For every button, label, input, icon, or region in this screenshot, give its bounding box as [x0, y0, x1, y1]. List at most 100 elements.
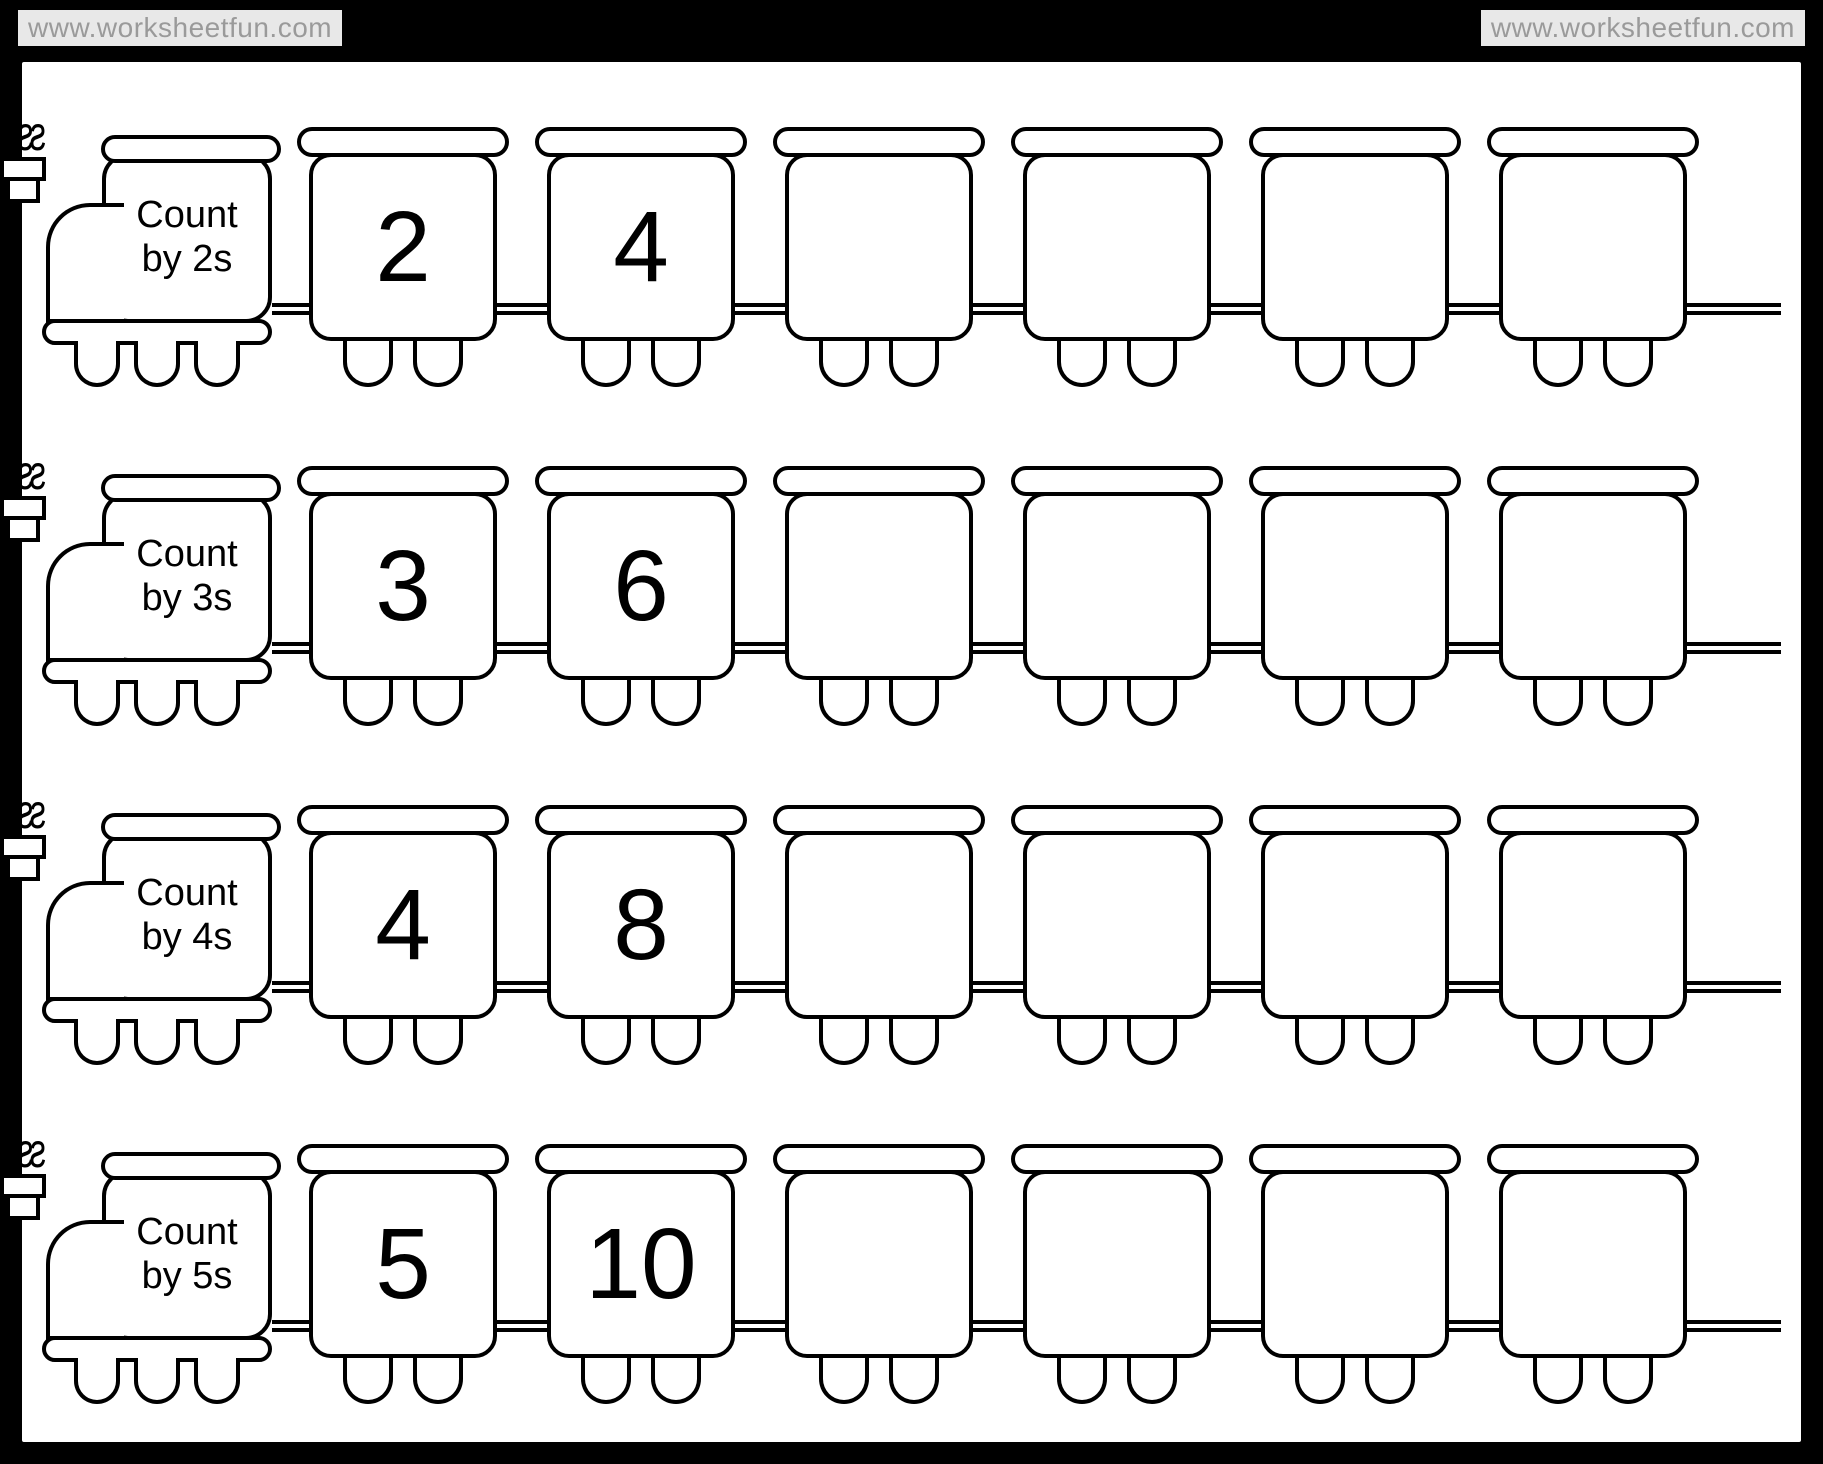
car-wheels	[1248, 1354, 1462, 1404]
train-car	[1486, 466, 1700, 726]
car-body[interactable]	[1261, 492, 1449, 680]
engine-cab: ƨƨƨCountby 2s	[102, 153, 272, 323]
wheel-icon	[889, 1015, 939, 1065]
wheel-icon	[194, 680, 240, 726]
train-row: ƨƨƨCountby 3s36	[42, 431, 1781, 726]
wheel-icon	[1295, 337, 1345, 387]
wheel-icon	[1533, 337, 1583, 387]
car-wheels	[1010, 676, 1224, 726]
train-car	[1010, 127, 1224, 387]
car-body[interactable]: 8	[547, 831, 735, 1019]
engine-label-line2: by 5s	[142, 1255, 233, 1299]
train-car: 4	[296, 805, 510, 1065]
train-car	[1010, 466, 1224, 726]
car-body[interactable]: 2	[309, 153, 497, 341]
car-lid	[773, 1144, 985, 1174]
train-car	[1010, 1144, 1224, 1404]
engine-label-line1: Count	[136, 194, 237, 238]
car-lid	[297, 127, 509, 157]
train-engine: ƨƨƨCountby 4s	[42, 831, 272, 1065]
engine-wheels	[42, 1358, 272, 1404]
watermark-left: www.worksheetfun.com	[18, 10, 342, 46]
wheel-icon	[1533, 676, 1583, 726]
engine-label-line1: Count	[136, 872, 237, 916]
train-car	[772, 805, 986, 1065]
wheel-icon	[1057, 676, 1107, 726]
wheel-icon	[1533, 1015, 1583, 1065]
car-body[interactable]	[1261, 153, 1449, 341]
car-lid	[773, 805, 985, 835]
wheel-icon	[581, 676, 631, 726]
car-body[interactable]: 5	[309, 1170, 497, 1358]
train-car	[1486, 127, 1700, 387]
car-body[interactable]	[1499, 831, 1687, 1019]
car-wheels	[1010, 337, 1224, 387]
car-body[interactable]	[785, 1170, 973, 1358]
car-wheels	[1010, 1015, 1224, 1065]
car-body[interactable]: 3	[309, 492, 497, 680]
car-body[interactable]	[1023, 153, 1211, 341]
wheel-icon	[343, 676, 393, 726]
train-car	[1010, 805, 1224, 1065]
car-lid	[297, 466, 509, 496]
car-wheels	[534, 1015, 748, 1065]
train-car	[772, 1144, 986, 1404]
car-wheels	[296, 676, 510, 726]
wheel-icon	[651, 676, 701, 726]
car-body[interactable]	[1499, 492, 1687, 680]
train-car	[1248, 127, 1462, 387]
car-lid	[1011, 1144, 1223, 1174]
wheel-icon	[413, 337, 463, 387]
car-body[interactable]	[1023, 831, 1211, 1019]
train-car: 6	[534, 466, 748, 726]
car-lid	[1249, 805, 1461, 835]
car-body[interactable]: 6	[547, 492, 735, 680]
car-body[interactable]	[785, 492, 973, 680]
car-wheels	[1248, 337, 1462, 387]
car-body[interactable]	[1261, 1170, 1449, 1358]
engine-roof	[101, 474, 281, 502]
car-body[interactable]	[1261, 831, 1449, 1019]
engine-roof	[101, 813, 281, 841]
car-lid	[535, 466, 747, 496]
wheel-icon	[194, 341, 240, 387]
car-body[interactable]: 4	[547, 153, 735, 341]
car-body[interactable]	[1499, 1170, 1687, 1358]
car-body[interactable]	[1023, 1170, 1211, 1358]
steam-icon: ƨƨƨ	[4, 446, 42, 501]
steam-icon: ƨƨƨ	[4, 785, 42, 840]
train-car	[1248, 805, 1462, 1065]
car-body[interactable]	[1499, 153, 1687, 341]
engine-cab: ƨƨƨCountby 3s	[102, 492, 272, 662]
wheel-icon	[1127, 1354, 1177, 1404]
wheel-icon	[343, 337, 393, 387]
wheel-icon	[651, 337, 701, 387]
car-lid	[1011, 466, 1223, 496]
car-body[interactable]	[785, 153, 973, 341]
car-lid	[1011, 805, 1223, 835]
car-body[interactable]: 10	[547, 1170, 735, 1358]
car-body[interactable]	[785, 831, 973, 1019]
wheel-icon	[194, 1019, 240, 1065]
wheel-icon	[819, 1015, 869, 1065]
wheel-icon	[1295, 1015, 1345, 1065]
car-wheels	[296, 337, 510, 387]
train-car	[1248, 466, 1462, 726]
car-wheels	[1486, 676, 1700, 726]
engine-wheels	[42, 1019, 272, 1065]
wheel-icon	[134, 680, 180, 726]
engine-label-line1: Count	[136, 533, 237, 577]
car-wheels	[296, 1015, 510, 1065]
wheel-icon	[1365, 1015, 1415, 1065]
car-body[interactable]	[1023, 492, 1211, 680]
engine-boiler: ƨƨƨ	[46, 881, 124, 1001]
wheel-icon	[1057, 1015, 1107, 1065]
train-engine: ƨƨƨCountby 5s	[42, 1170, 272, 1404]
wheel-icon	[74, 1358, 120, 1404]
car-lid	[1487, 805, 1699, 835]
car-body[interactable]: 4	[309, 831, 497, 1019]
wheel-icon	[1603, 1015, 1653, 1065]
wheel-icon	[1057, 337, 1107, 387]
car-lid	[1487, 466, 1699, 496]
car-wheels	[534, 1354, 748, 1404]
